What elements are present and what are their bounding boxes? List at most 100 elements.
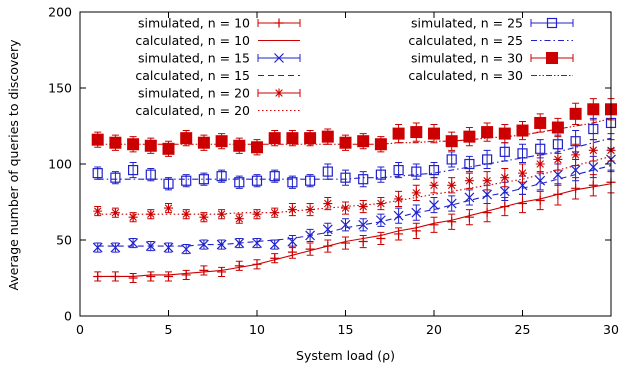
- data-point: [234, 214, 244, 224]
- data-point: [144, 139, 157, 152]
- data-point: [110, 208, 120, 218]
- data-point: [128, 212, 138, 222]
- data-point: [164, 271, 173, 281]
- data-point: [269, 239, 280, 250]
- data-point: [146, 271, 156, 281]
- data-point: [286, 132, 299, 145]
- data-point: [322, 166, 333, 177]
- legend-label: simulated, n = 30: [411, 51, 523, 66]
- data-point: [464, 158, 475, 170]
- series-line: [97, 137, 612, 180]
- legend-item-calculated-n10: calculated, n = 10: [135, 33, 300, 48]
- legend: simulated, n = 10 calculated, n = 10 simul…: [135, 16, 574, 118]
- data-point: [341, 203, 350, 213]
- x-tick-label: 0: [76, 322, 84, 337]
- data-point: [394, 194, 404, 204]
- x-tick-label: 10: [249, 322, 265, 337]
- series-line: [97, 155, 612, 215]
- y-tick-label: 0: [64, 309, 72, 324]
- data-point: [162, 142, 175, 155]
- axes-layer: 0 5 10 15 20 25 30 0 50 100 150 200: [48, 5, 619, 338]
- data-point: [429, 180, 439, 190]
- data-point: [464, 192, 475, 203]
- data-point: [535, 159, 545, 169]
- legend-item-simulated-n25: simulated, n = 25: [411, 16, 574, 31]
- data-point: [551, 121, 564, 134]
- data-point: [571, 150, 581, 160]
- data-point: [339, 136, 352, 149]
- legend-errorbar-sample: [530, 19, 574, 27]
- data-point: [305, 175, 316, 186]
- data-point: [500, 173, 510, 183]
- data-point: [163, 242, 174, 253]
- data-point: [429, 220, 439, 230]
- data-point: [110, 172, 121, 183]
- legend-marker: [546, 52, 558, 64]
- data-point: [392, 127, 405, 140]
- data-point: [498, 127, 511, 140]
- data-point: [588, 180, 598, 190]
- data-point: [93, 206, 103, 216]
- data-point: [358, 174, 369, 185]
- data-point: [268, 132, 281, 145]
- error-bar: [483, 149, 491, 170]
- series-calculated-n25: [97, 137, 612, 180]
- data-point: [181, 175, 192, 186]
- data-point: [482, 154, 493, 165]
- legend-label: simulated, n = 20: [138, 86, 250, 101]
- data-point: [516, 124, 529, 137]
- legend-label: calculated, n = 20: [135, 103, 250, 118]
- data-point: [109, 136, 122, 149]
- data-point: [234, 177, 245, 188]
- legend-marker: [274, 18, 284, 28]
- data-point: [92, 168, 103, 179]
- data-point: [535, 175, 546, 186]
- y-tick-label: 50: [56, 233, 72, 248]
- data-point: [553, 154, 563, 164]
- series-line: [97, 183, 612, 278]
- data-point: [463, 130, 476, 143]
- data-point: [199, 265, 209, 275]
- data-point: [322, 224, 333, 235]
- data-point: [517, 148, 528, 159]
- data-point: [447, 180, 457, 190]
- data-point: [145, 169, 156, 180]
- legend-item-simulated-n20: simulated, n = 20: [138, 86, 301, 101]
- legend-item-calculated-n20: calculated, n = 20: [135, 103, 300, 118]
- legend-marker: [274, 53, 284, 63]
- data-point: [216, 171, 227, 182]
- data-point: [341, 238, 350, 248]
- data-point: [588, 162, 599, 172]
- data-point: [499, 146, 510, 157]
- y-tick-label: 100: [48, 157, 72, 172]
- x-tick-label: 20: [426, 322, 442, 337]
- data-point: [180, 132, 193, 145]
- data-point: [323, 199, 333, 209]
- data-point: [215, 135, 228, 148]
- legend-label: calculated, n = 25: [408, 33, 523, 48]
- data-point: [570, 165, 581, 176]
- data-point: [482, 208, 492, 218]
- series-calculated-n20: [97, 155, 612, 215]
- data-point: [217, 267, 227, 277]
- data-point: [128, 273, 138, 283]
- data-point: [499, 186, 510, 197]
- data-point: [304, 132, 317, 145]
- legend-label: calculated, n = 10: [135, 33, 250, 48]
- x-tick-label: 25: [515, 322, 531, 337]
- legend-item-simulated-n10: simulated, n = 10: [138, 16, 301, 31]
- data-point: [411, 166, 422, 177]
- data-point: [570, 136, 581, 147]
- series-calculated-n30: [97, 117, 612, 145]
- series-simulated-n15: [92, 148, 616, 255]
- data-point: [234, 261, 244, 271]
- data-point: [287, 177, 298, 188]
- data-point: [110, 242, 121, 253]
- legend-item-simulated-n30: simulated, n = 30: [411, 51, 574, 66]
- data-point: [569, 107, 582, 120]
- series-line: [97, 117, 612, 145]
- data-point: [428, 164, 440, 176]
- data-point: [587, 103, 600, 116]
- data-point: [357, 135, 370, 148]
